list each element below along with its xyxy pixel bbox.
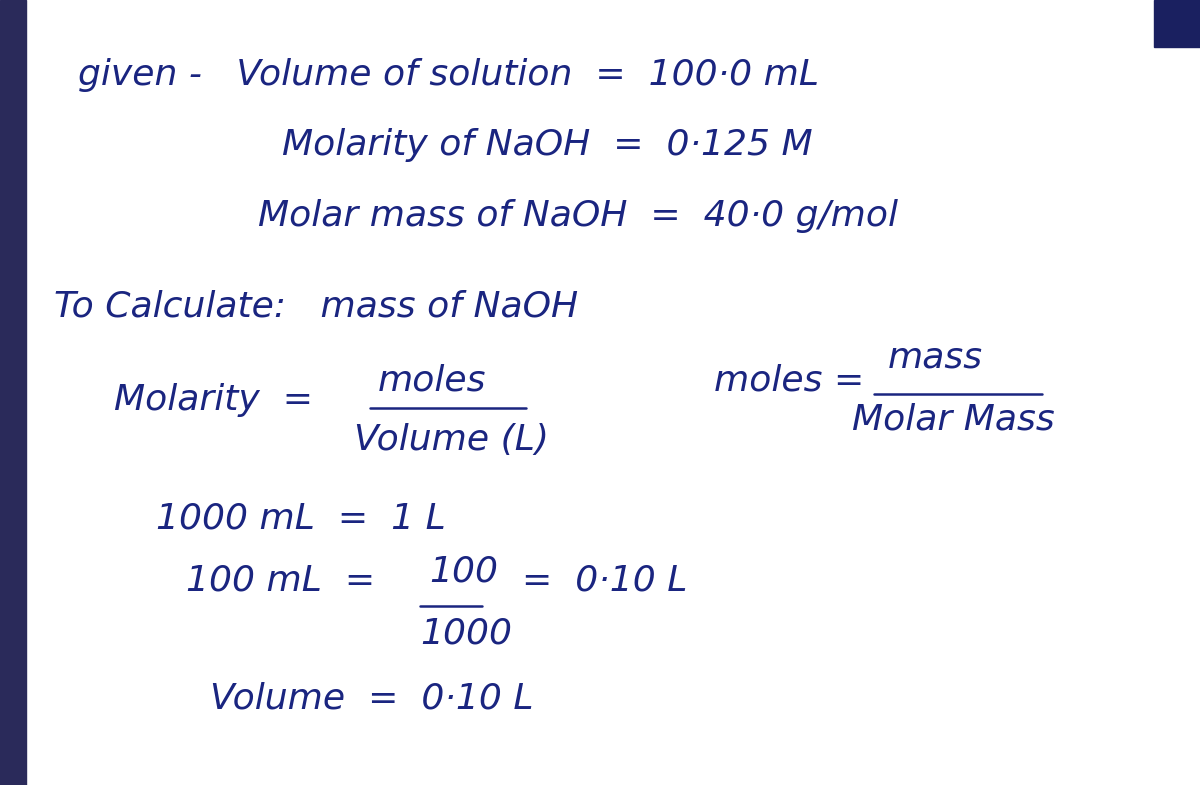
Text: given -   Volume of solution  =  100·0 mL: given - Volume of solution = 100·0 mL (78, 57, 818, 92)
Text: Molar mass of NaOH  =  40·0 g/mol: Molar mass of NaOH = 40·0 g/mol (258, 199, 898, 233)
Text: 1000: 1000 (420, 616, 512, 651)
Text: mass: mass (888, 340, 983, 374)
Text: Molarity  =: Molarity = (114, 383, 313, 418)
Text: Volume (L): Volume (L) (354, 422, 550, 457)
Text: moles: moles (378, 363, 486, 398)
Bar (0, 0, 26, 785)
Text: 1000 mL  =  1 L: 1000 mL = 1 L (156, 501, 445, 535)
Text: 100: 100 (430, 554, 499, 589)
Text: moles =: moles = (714, 363, 864, 398)
Text: To Calculate:   mass of NaOH: To Calculate: mass of NaOH (54, 289, 578, 323)
Bar (1154, 0, 1200, 47)
Text: Molarity of NaOH  =  0·125 M: Molarity of NaOH = 0·125 M (282, 128, 812, 162)
Text: Molar Mass: Molar Mass (852, 403, 1055, 437)
Text: 100 mL  =: 100 mL = (186, 564, 376, 598)
Text: =  0·10 L: = 0·10 L (522, 564, 688, 598)
Text: Volume  =  0·10 L: Volume = 0·10 L (210, 681, 534, 716)
